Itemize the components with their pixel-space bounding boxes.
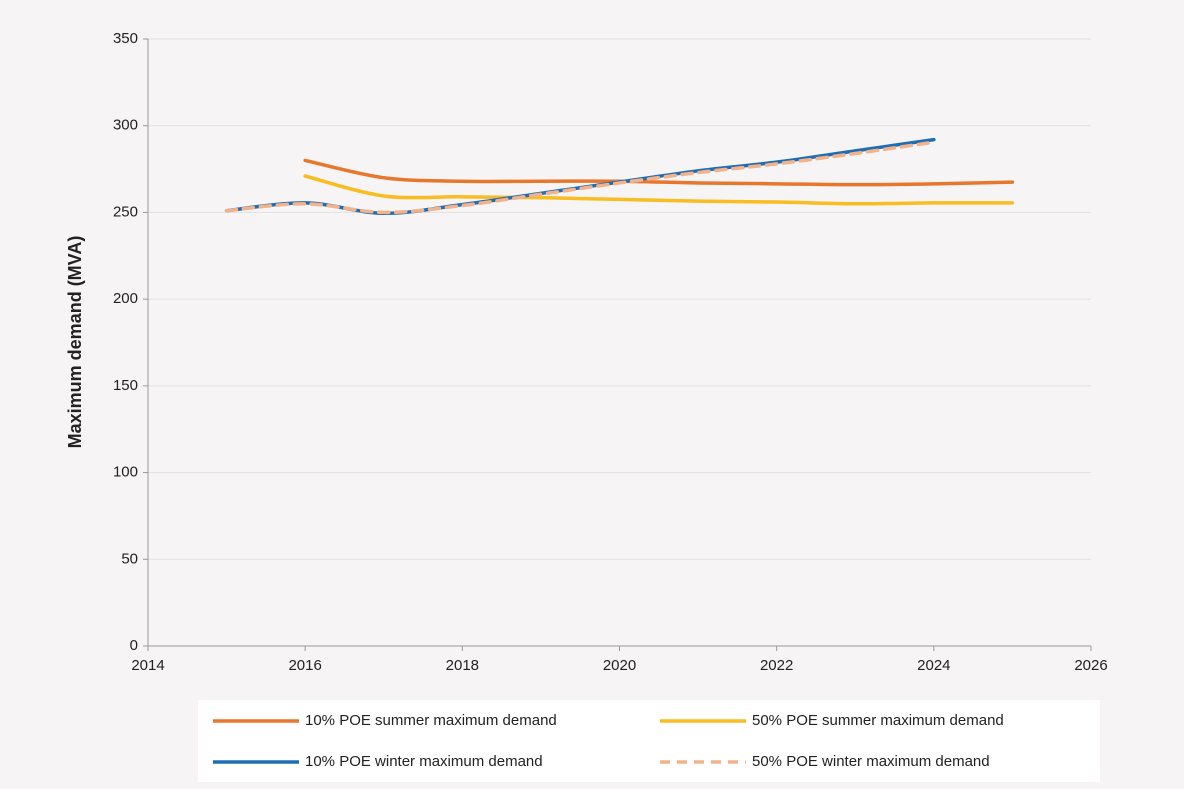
y-tick-label: 200: [113, 290, 138, 307]
x-tick-label: 2020: [603, 657, 636, 674]
legend-label: 10% POE winter maximum demand: [305, 753, 543, 770]
series-line: [303, 174, 1015, 206]
x-tick-label: 2016: [288, 657, 321, 674]
x-tick-label: 2022: [760, 657, 793, 674]
legend-label: 50% POE summer maximum demand: [752, 712, 1004, 729]
series-line: [303, 158, 1015, 187]
y-tick-label: 350: [113, 30, 138, 47]
y-axis-title: Maximum demand (MVA): [65, 236, 85, 449]
y-tick-label: 300: [113, 117, 138, 134]
y-tick-label: 250: [113, 203, 138, 220]
x-tick-label: 2018: [446, 657, 479, 674]
x-tick-label: 2026: [1074, 657, 1107, 674]
legend-label: 50% POE winter maximum demand: [752, 753, 990, 770]
legend-box: [198, 700, 1100, 782]
x-tick-label: 2024: [917, 657, 950, 674]
y-tick-label: 0: [130, 637, 138, 654]
y-tick-label: 100: [113, 464, 138, 481]
x-tick-label: 2014: [131, 657, 164, 674]
y-tick-label: 50: [121, 550, 138, 567]
series-line: [224, 140, 936, 215]
legend-label: 10% POE summer maximum demand: [305, 712, 557, 729]
y-tick-label: 150: [113, 377, 138, 394]
